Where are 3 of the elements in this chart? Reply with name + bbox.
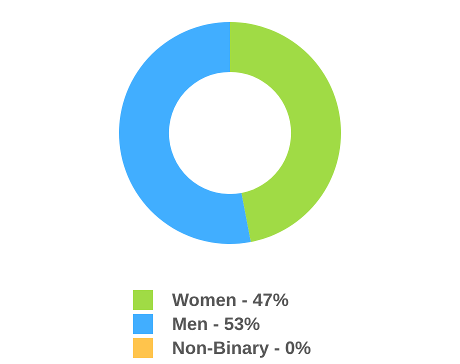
legend-label: Men - 53% (172, 314, 260, 334)
legend-label: Non-Binary - 0% (172, 338, 312, 358)
legend-label: Women - 47% (172, 290, 289, 310)
